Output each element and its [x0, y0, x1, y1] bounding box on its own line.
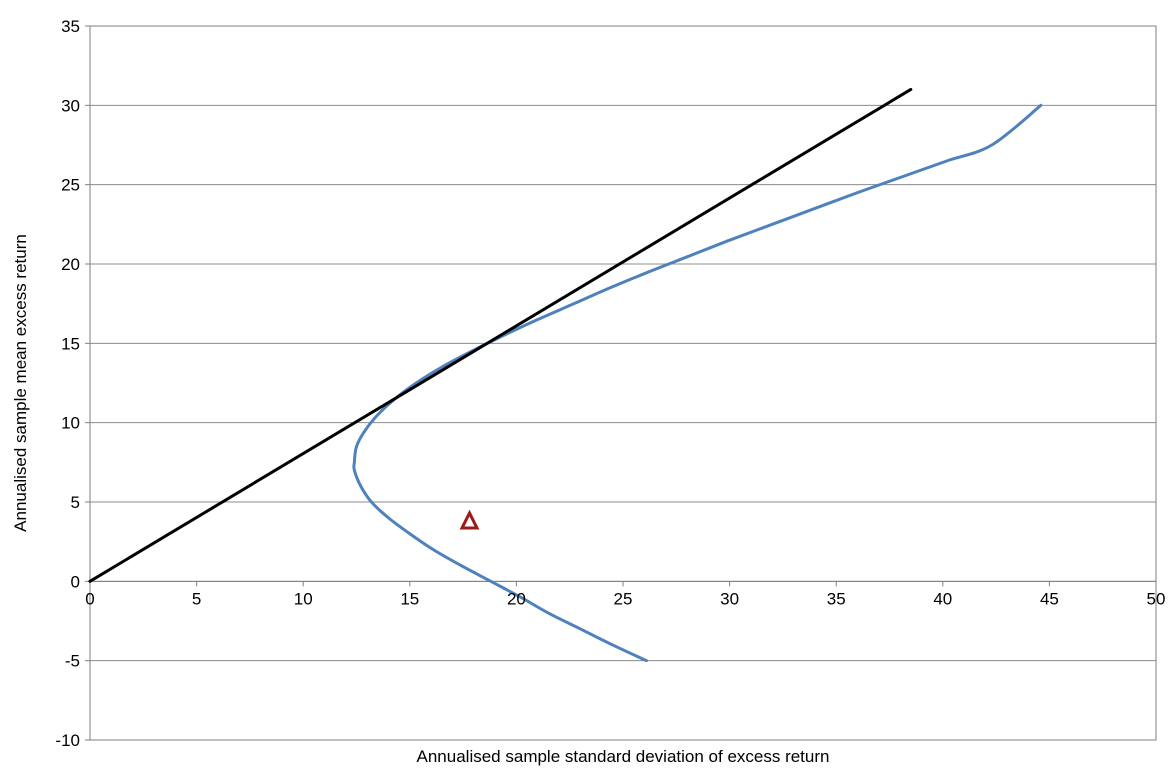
- y-tick-label: 35: [61, 17, 80, 36]
- y-tick-label: 25: [61, 176, 80, 195]
- x-tick-label: 10: [294, 589, 313, 608]
- y-tick-labels: -10 -5 0 5 10 15 20 25 30 35: [55, 17, 80, 750]
- y-tick-label: -5: [65, 652, 80, 671]
- x-tick-label: 50: [1147, 589, 1166, 608]
- tangent-line: [88, 87, 913, 583]
- x-tick-label: 15: [400, 589, 419, 608]
- y-tick-label: 10: [61, 414, 80, 433]
- x-tick-label: 20: [507, 589, 526, 608]
- y-tick-label: 0: [71, 572, 80, 591]
- gridlines: [85, 25, 1157, 741]
- y-tick-label: -10: [55, 731, 80, 750]
- x-tick-label: 40: [933, 589, 952, 608]
- y-axis-title: Annualised sample mean excess return: [11, 234, 30, 532]
- x-tick-label: 5: [192, 589, 201, 608]
- x-tick-label: 0: [85, 589, 94, 608]
- series-layer: [88, 87, 1043, 663]
- y-tick-label: 30: [61, 96, 80, 115]
- x-tick-label: 25: [614, 589, 633, 608]
- x-tick-label: 30: [720, 589, 739, 608]
- y-tick-label: 15: [61, 334, 80, 353]
- frontier-curve: [352, 103, 1043, 663]
- x-tick-label: 35: [827, 589, 846, 608]
- x-axis-title: Annualised sample standard deviation of …: [417, 747, 830, 766]
- x-tick-labels: 0 5 10 15 20 25 30 35 40 45 50: [85, 589, 1165, 608]
- triangle-marker: [459, 509, 480, 530]
- y-tick-label: 20: [61, 255, 80, 274]
- y-tick-label: 5: [71, 493, 80, 512]
- plot-area-frame: [89, 25, 1157, 741]
- x-tick-label: 45: [1040, 589, 1059, 608]
